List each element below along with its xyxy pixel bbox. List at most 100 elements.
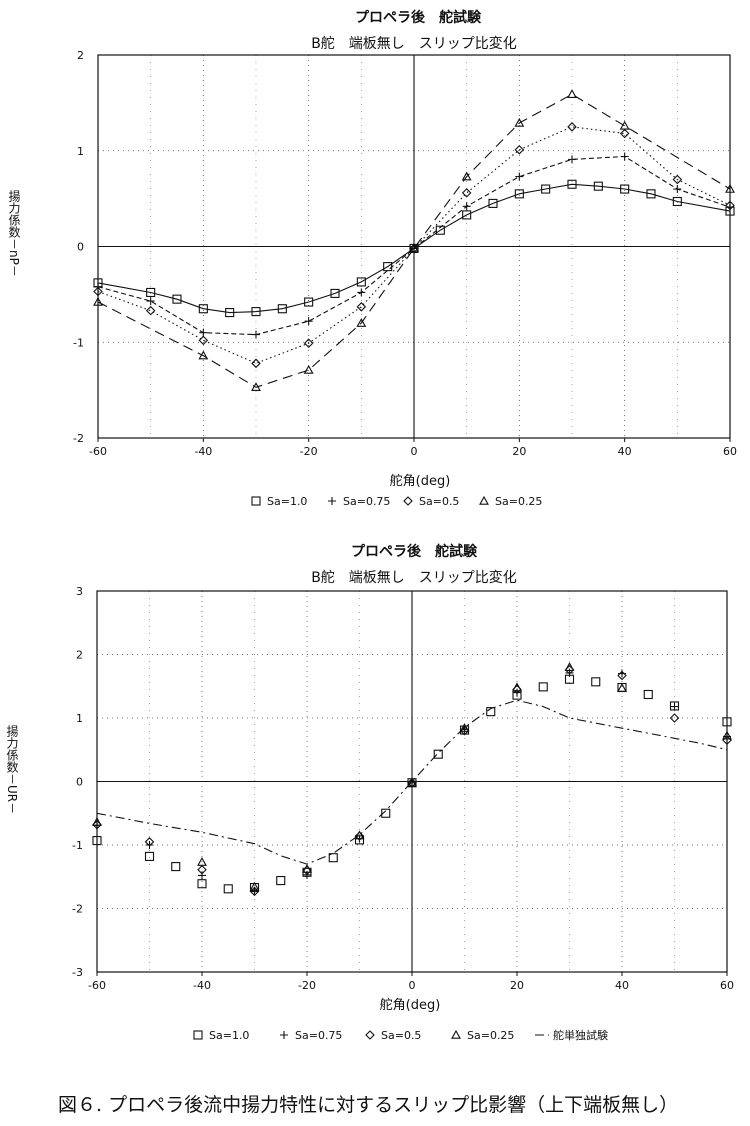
data-point-triangle — [461, 171, 472, 181]
data-point-plus — [515, 172, 524, 181]
data-point-square — [304, 297, 314, 307]
data-point-square — [144, 851, 155, 861]
legend-label: Sa=0.75 — [343, 495, 390, 508]
data-point-diamond — [197, 864, 207, 875]
legend-marker-square — [193, 1030, 203, 1040]
data-point-square — [198, 304, 208, 314]
data-point-diamond — [354, 831, 365, 841]
data-point-triangle — [302, 863, 312, 873]
chart-subtitle: B舵 端板無し スリップ比変化 — [311, 569, 517, 586]
legend-label: Sa=1.0 — [209, 1029, 249, 1042]
x-tick-label: 60 — [723, 445, 737, 458]
data-point-triangle — [356, 317, 367, 327]
data-point-diamond — [669, 713, 680, 723]
data-point-plus — [670, 702, 679, 711]
data-point-diamond — [198, 335, 209, 346]
data-point-square — [146, 287, 156, 298]
data-point-plus — [513, 688, 521, 697]
data-point-plus — [145, 841, 154, 849]
data-point-plus — [199, 328, 208, 337]
y-tick-label: -2 — [73, 432, 84, 445]
y-tick-label: 0 — [77, 241, 84, 254]
data-point-triangle — [619, 120, 630, 130]
data-point-plus — [198, 871, 206, 880]
data-point-square — [541, 184, 551, 194]
legend-item-3: Sa=0.5 — [365, 1029, 421, 1042]
data-point-diamond — [567, 122, 577, 132]
data-point-square — [646, 189, 656, 199]
legend-label: Sa=0.25 — [495, 495, 542, 508]
legend-item-1: Sa=1.0 — [193, 1029, 249, 1042]
data-point-triangle — [514, 117, 525, 127]
legend-marker-diamond — [403, 496, 413, 506]
legend-item-3: Sa=0.5 — [403, 495, 459, 508]
legend-label: Sa=0.5 — [419, 495, 459, 508]
data-point-diamond — [407, 777, 417, 788]
y-tick-label: 1 — [77, 145, 84, 158]
data-point-diamond — [725, 200, 735, 211]
y-tick-label: 2 — [76, 649, 83, 662]
legend-item-5: 舵単独試験 — [535, 1028, 608, 1042]
data-point-square — [488, 198, 498, 208]
series-3 — [93, 122, 735, 369]
y-tick-label: 3 — [76, 585, 83, 598]
data-point-square — [251, 307, 261, 317]
plot-area: -60 -40 -20 0 20 40 60 -2 -1 0 1 2 — [73, 49, 737, 458]
data-point-triangle — [197, 857, 207, 866]
x-tick-label: 20 — [510, 979, 524, 992]
data-point-square — [643, 689, 653, 700]
y-axis-label: 揚力係数－UR－ — [5, 725, 19, 815]
y-tick-label: -1 — [73, 336, 84, 349]
data-point-square — [276, 876, 286, 886]
data-point-square — [223, 884, 233, 894]
data-point-square — [225, 308, 235, 318]
data-point-square — [538, 682, 548, 692]
x-tick-label: 60 — [720, 979, 734, 992]
legend-label: Sa=0.25 — [467, 1029, 514, 1042]
chart-nP-svg: プロペラ後 舵試験 B舵 端板無し スリップ比変化 舵角(deg) -60 -40… — [7, 9, 737, 508]
data-point-plus — [252, 330, 260, 339]
data-point-diamond — [672, 174, 683, 185]
data-point-diamond — [619, 128, 630, 139]
data-point-square — [277, 304, 287, 314]
data-point-triangle — [725, 183, 735, 193]
data-point-triangle — [354, 830, 365, 840]
legend-marker-plus — [328, 497, 336, 505]
series-4 — [93, 89, 735, 392]
legend: Sa=1.0 Sa=0.75 Sa=0.5 Sa=0.25 舵単独試験 — [193, 1028, 608, 1042]
x-tick-label: -60 — [89, 445, 107, 458]
legend-marker-triangle — [451, 1029, 461, 1039]
series-line — [96, 699, 728, 865]
data-point-plus — [673, 185, 682, 194]
x-tick-label: 0 — [409, 979, 416, 992]
data-point-triangle — [249, 881, 260, 891]
x-tick-label: 40 — [618, 445, 632, 458]
data-point-diamond — [251, 358, 261, 369]
data-point-triangle — [198, 350, 209, 360]
data-point-square — [593, 181, 603, 191]
data-point-diamond — [617, 670, 627, 681]
legend-marker-square — [251, 496, 261, 506]
data-point-square — [722, 717, 732, 727]
x-axis-label: 舵角(deg) — [380, 998, 441, 1013]
legend-marker-plus — [280, 1031, 288, 1039]
legend-item-1: Sa=1.0 — [251, 495, 307, 508]
data-point-square — [197, 879, 207, 889]
x-tick-label: -40 — [194, 445, 212, 458]
data-point-triangle — [407, 777, 417, 787]
data-point-square — [330, 288, 340, 298]
legend-label: Sa=0.75 — [295, 1029, 342, 1042]
data-point-triangle — [564, 662, 575, 671]
data-point-diamond — [461, 188, 472, 198]
data-point-square — [514, 189, 524, 199]
data-point-square — [172, 294, 182, 304]
legend-label: 舵単独試験 — [553, 1028, 608, 1042]
data-point-diamond — [144, 837, 155, 847]
legend: Sa=1.0 Sa=0.75 Sa=0.5 Sa=0.25 — [251, 495, 542, 508]
data-point-triangle — [512, 682, 522, 692]
x-tick-label: -20 — [298, 979, 316, 992]
data-point-triangle — [303, 364, 314, 374]
legend-item-4: Sa=0.25 — [451, 1029, 514, 1042]
x-tick-label: -40 — [193, 979, 211, 992]
data-point-diamond — [514, 145, 525, 155]
